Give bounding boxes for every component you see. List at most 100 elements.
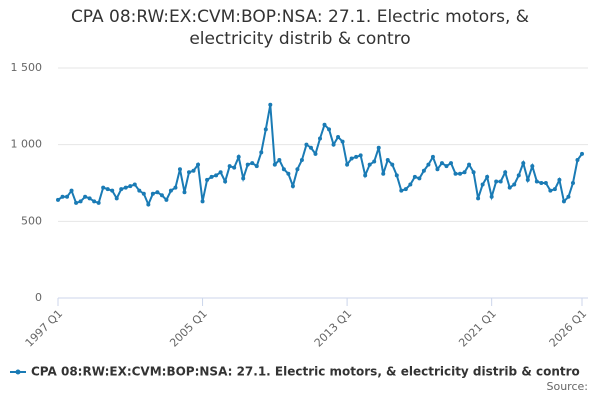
- point: [354, 154, 359, 159]
- point: [182, 190, 187, 195]
- point: [281, 167, 286, 172]
- point: [277, 158, 282, 162]
- point: [476, 196, 481, 201]
- point: [385, 158, 390, 162]
- point: [232, 165, 237, 170]
- point: [69, 188, 74, 193]
- point: [214, 173, 219, 178]
- point: [539, 181, 544, 185]
- point: [512, 182, 517, 187]
- point: [245, 162, 250, 167]
- legend-label: CPA 08:RW:EX:CVM:BOP:NSA: 27.1. Electric…: [31, 365, 580, 379]
- point: [372, 159, 377, 164]
- x-tick-label: 2026 Q1: [547, 307, 590, 350]
- x-tick-label: 2005 Q1: [167, 307, 210, 350]
- point: [187, 170, 191, 175]
- point: [503, 170, 508, 175]
- point: [358, 153, 363, 158]
- point: [304, 142, 309, 147]
- point: [399, 188, 404, 193]
- point: [421, 168, 426, 173]
- point: [498, 179, 503, 184]
- point: [552, 187, 557, 192]
- point: [444, 164, 449, 169]
- point: [146, 202, 151, 207]
- point: [417, 176, 422, 181]
- point: [259, 150, 264, 155]
- point: [128, 184, 133, 189]
- point: [408, 182, 413, 187]
- y-tick-label: 0: [35, 291, 42, 304]
- point: [412, 174, 417, 179]
- point: [426, 162, 431, 167]
- point: [150, 191, 155, 196]
- point: [318, 136, 322, 141]
- point: [105, 187, 110, 192]
- point: [155, 190, 160, 195]
- point: [254, 164, 259, 169]
- point: [390, 162, 395, 167]
- source: Source:: [547, 380, 589, 393]
- point: [467, 162, 472, 167]
- point: [209, 174, 214, 179]
- point: [439, 161, 444, 166]
- point: [223, 179, 228, 184]
- point: [530, 164, 535, 169]
- point: [218, 170, 223, 175]
- point: [123, 185, 128, 190]
- point: [56, 197, 60, 202]
- point: [236, 154, 241, 159]
- x-tick-label: 1997 Q1: [23, 307, 66, 350]
- point: [345, 162, 350, 167]
- point: [164, 197, 169, 202]
- point: [336, 135, 341, 139]
- point: [65, 194, 70, 199]
- point: [367, 162, 372, 167]
- point: [507, 185, 512, 190]
- point: [60, 194, 65, 199]
- x-tick-label: 2021 Q1: [456, 307, 499, 350]
- point: [340, 139, 345, 144]
- point: [557, 177, 562, 182]
- point: [322, 122, 327, 127]
- point: [137, 188, 142, 193]
- y-tick-label: 1 000: [11, 138, 43, 151]
- series-line: [57, 104, 583, 208]
- point: [268, 102, 273, 107]
- legend-marker: [15, 369, 21, 375]
- point: [173, 185, 178, 190]
- point: [566, 194, 571, 199]
- point: [272, 162, 277, 167]
- chart-title: CPA 08:RW:EX:CVM:BOP:NSA: 27.1. Electric…: [70, 7, 530, 49]
- point: [96, 200, 101, 205]
- point: [575, 158, 580, 162]
- point: [561, 199, 566, 204]
- point: [295, 167, 300, 172]
- point: [403, 187, 408, 192]
- point: [543, 181, 548, 185]
- point: [327, 127, 332, 132]
- point: [485, 174, 490, 179]
- point: [525, 177, 530, 182]
- point: [114, 196, 119, 201]
- point: [78, 199, 83, 204]
- point: [363, 173, 368, 178]
- point: [548, 188, 553, 193]
- point: [516, 173, 521, 178]
- point: [241, 176, 246, 181]
- point: [570, 181, 575, 185]
- point: [132, 182, 137, 187]
- point: [286, 171, 291, 176]
- point: [205, 177, 210, 182]
- point: [141, 191, 146, 196]
- point: [435, 167, 440, 172]
- point: [263, 127, 268, 132]
- point: [92, 199, 97, 204]
- point: [196, 162, 201, 167]
- point: [74, 200, 79, 205]
- point: [313, 151, 318, 156]
- point: [87, 196, 92, 201]
- point: [168, 188, 173, 193]
